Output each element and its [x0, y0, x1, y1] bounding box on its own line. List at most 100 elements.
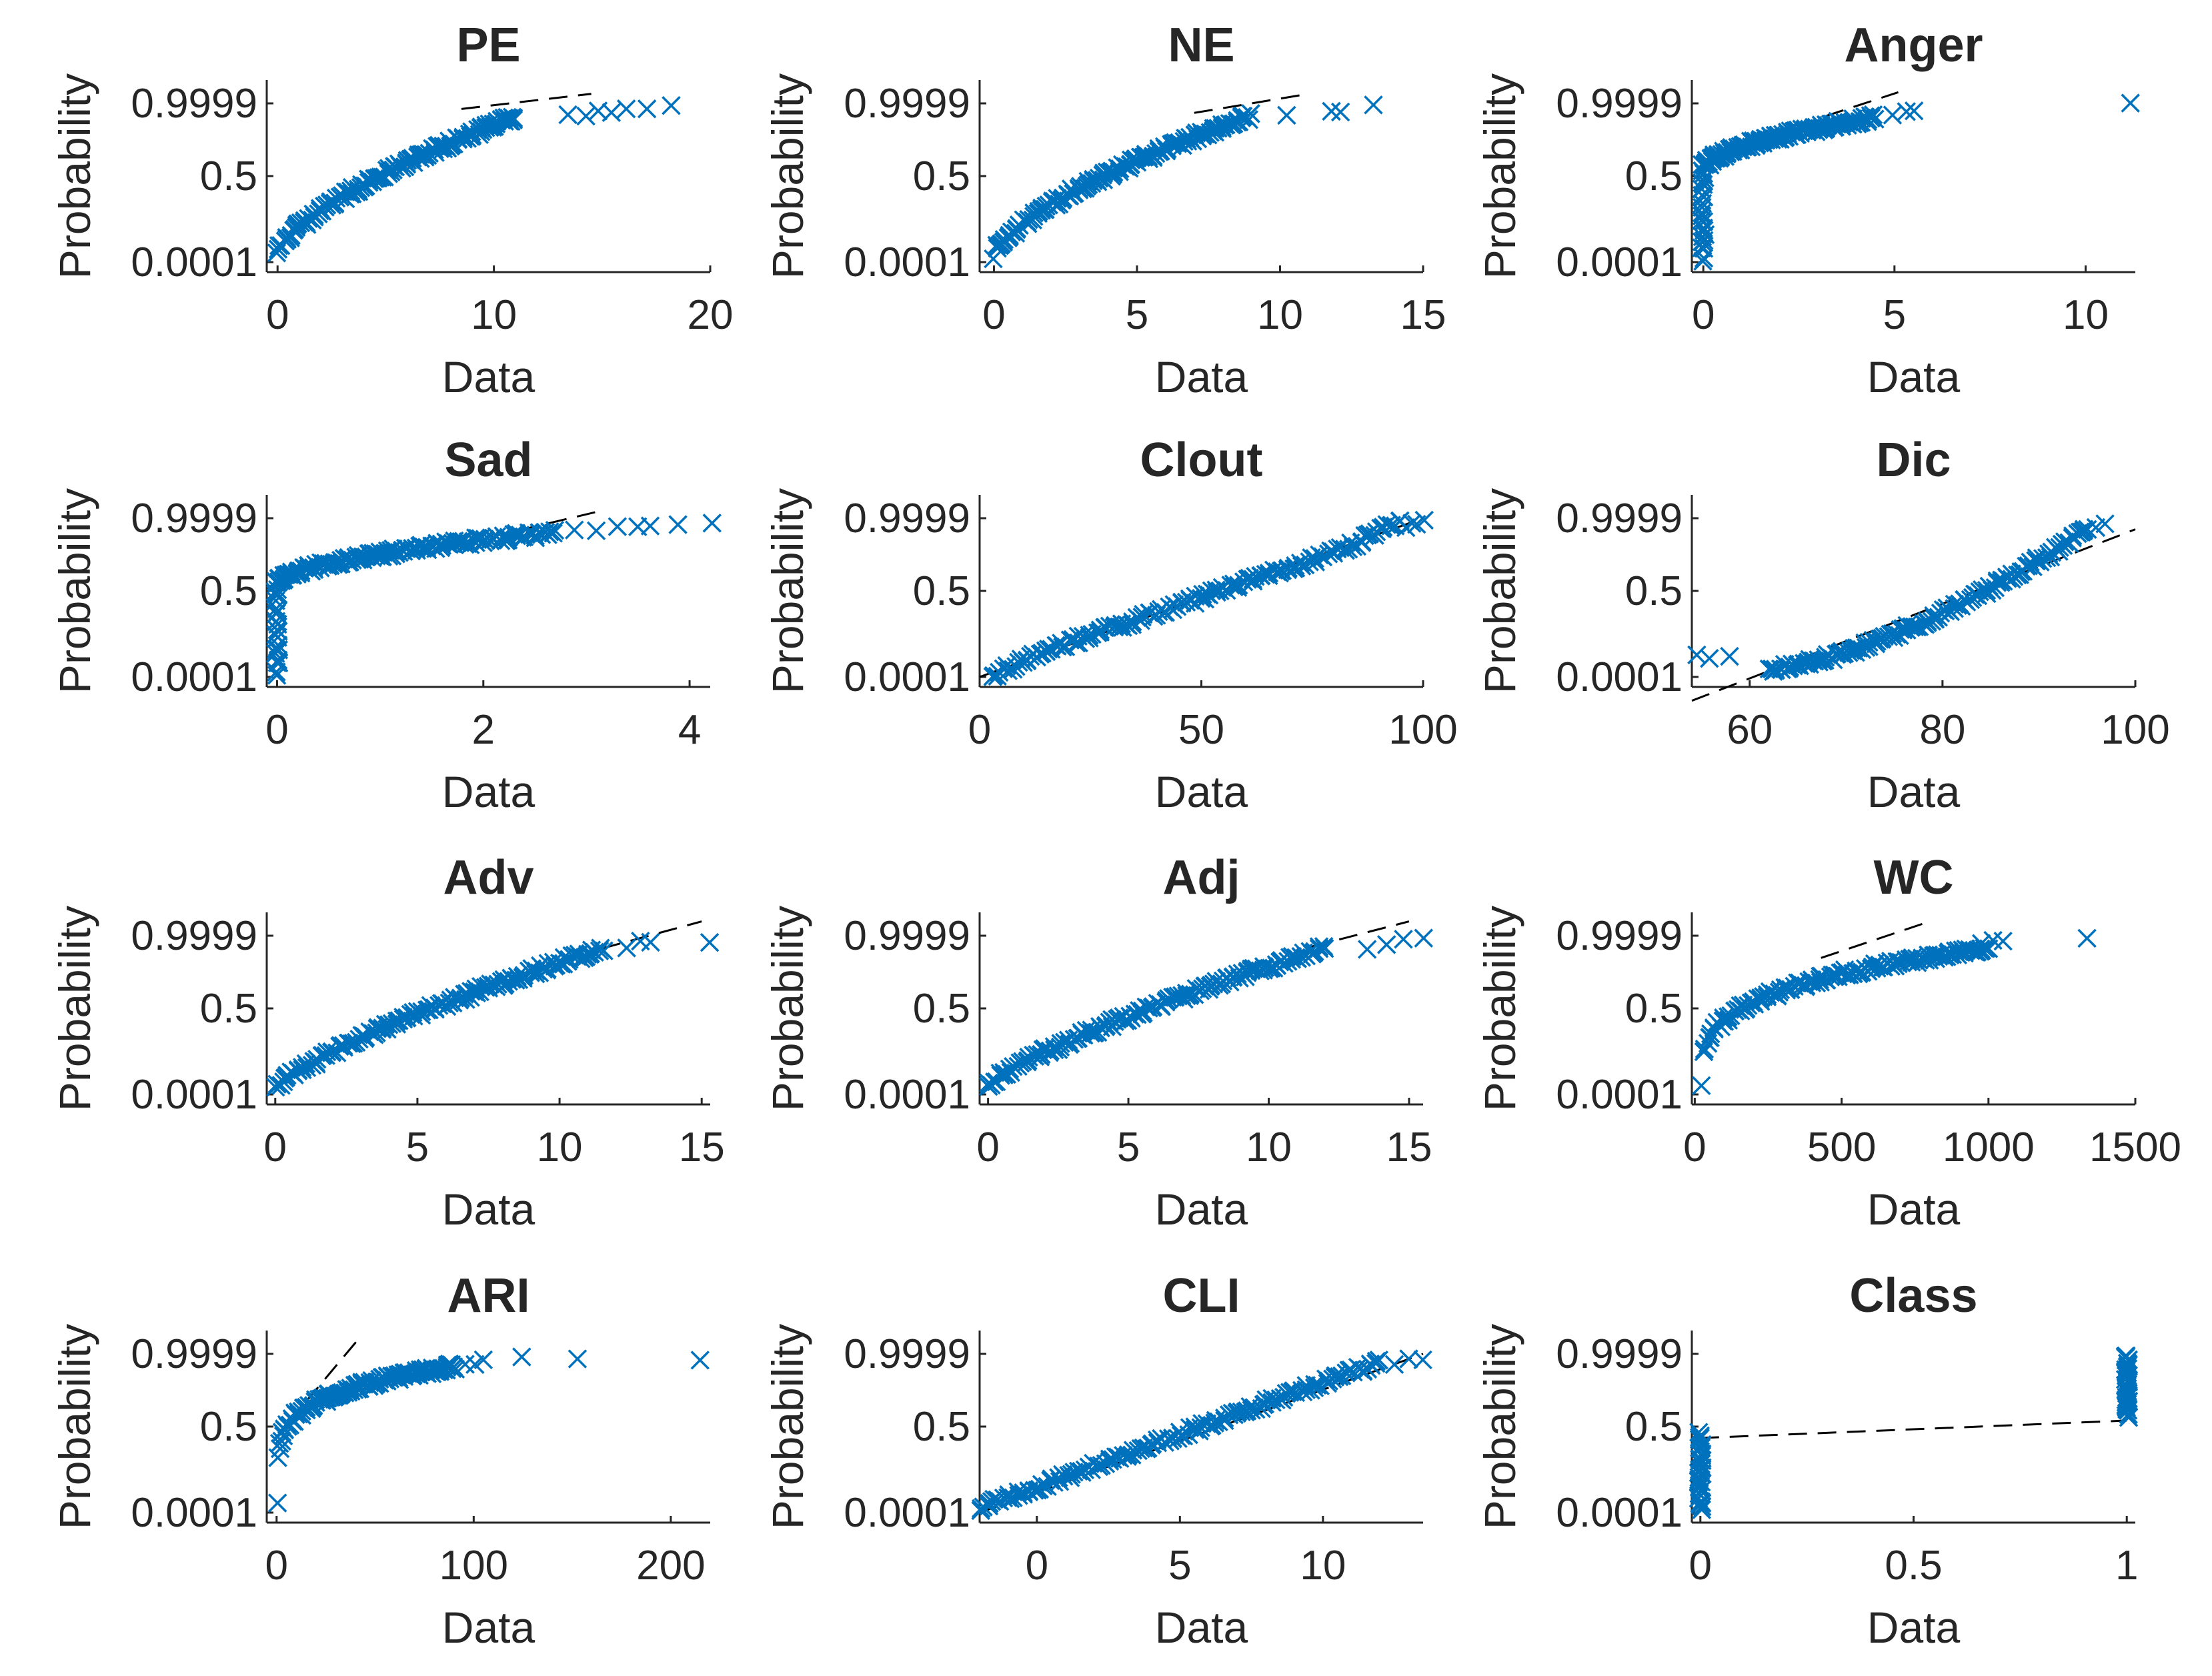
data-point-marker: [1357, 940, 1377, 959]
y-tick-label: 0.9999: [844, 81, 970, 127]
data-point-marker: [1414, 928, 1434, 948]
chart-anger: Probability 0 5 10: [1475, 73, 2140, 338]
x-tick-label: 80: [1919, 707, 1965, 753]
y-tick-label: 0.0001: [844, 1072, 970, 1118]
data-point-marker: [473, 1350, 493, 1370]
y-axis-label: Probability: [763, 73, 812, 279]
y-tick-label: 0.9999: [131, 913, 257, 959]
x-tick-label: 1500: [2089, 1124, 2181, 1170]
data-point-marker: [1865, 109, 1885, 129]
data-point-marker: [419, 1000, 439, 1020]
y-tick-label: 0.9999: [131, 81, 257, 127]
x-axis-label: Data: [442, 1603, 535, 1652]
data-point-marker: [2027, 551, 2046, 571]
y-tick-label: 0.9999: [844, 1331, 970, 1377]
y-tick-label: 0.0001: [844, 239, 970, 285]
x-tick-label: 4: [678, 707, 701, 753]
data-point-marker: [576, 106, 596, 126]
x-tick-label: 15: [1386, 1124, 1432, 1170]
data-point-marker: [602, 103, 622, 122]
reference-line: [1691, 528, 2136, 702]
chart-title: Adv: [443, 851, 533, 904]
y-axis-label: Probability: [763, 488, 812, 694]
y-tick-label: 0.9999: [131, 496, 257, 542]
data-point-marker: [1229, 576, 1248, 595]
data-point-marker: [503, 110, 523, 130]
x-axis-label: Data: [1155, 1184, 1248, 1234]
data-point-marker: [702, 514, 722, 533]
y-tick-label: 0.5: [913, 986, 970, 1032]
x-axis-label: Data: [1867, 767, 1961, 816]
y-axis-label: Probability: [50, 73, 99, 279]
data-point-marker: [476, 531, 495, 550]
reference-line: [462, 511, 598, 545]
data-point-marker: [1314, 936, 1334, 956]
data-point-marker: [2115, 1347, 2135, 1366]
data-point-marker: [285, 1403, 305, 1423]
data-point-marker: [1009, 1486, 1028, 1505]
x-tick-label: 200: [636, 1543, 705, 1589]
data-point-marker: [1815, 650, 1835, 670]
data-point-marker: [1376, 935, 1396, 954]
x-tick-label: 500: [1807, 1124, 1876, 1170]
data-point-marker: [568, 1349, 588, 1369]
data-point-marker: [2121, 93, 2140, 113]
chart-cli: Probability 0 5 10: [763, 1324, 1432, 1589]
y-tick-label: 0.5: [1625, 1404, 1683, 1450]
y-axis-label: Probability: [50, 906, 99, 1111]
chart-title: WC: [1874, 851, 1954, 904]
data-point-marker: [1322, 101, 1341, 121]
data-point-marker: [1300, 552, 1319, 572]
data-point-marker: [1369, 1350, 1389, 1370]
data-point-marker: [1377, 515, 1396, 534]
data-point-marker: [1177, 986, 1196, 1006]
data-point-marker: [512, 1347, 531, 1367]
data-point-marker: [445, 1359, 465, 1379]
x-tick-label: 15: [679, 1124, 725, 1170]
data-point-marker: [1024, 1045, 1043, 1065]
y-tick-label: 0.5: [913, 568, 970, 614]
data-point-marker: [1330, 102, 1350, 122]
data-point-marker: [1904, 101, 1924, 121]
x-tick-label: 0: [976, 1124, 999, 1170]
data-point-marker: [1081, 1023, 1100, 1043]
data-point-marker: [1309, 939, 1329, 958]
x-tick-label: 1: [2115, 1543, 2138, 1589]
chart-title: Sad: [444, 434, 532, 487]
data-point-marker: [1691, 1426, 1711, 1446]
data-point-marker: [1286, 1383, 1306, 1403]
y-axis-label: Probability: [50, 488, 99, 694]
data-point-marker: [267, 1493, 287, 1513]
x-axis-label: Data: [1867, 352, 1961, 401]
x-tick-label: 0: [982, 292, 1005, 338]
y-tick-label: 0.9999: [1556, 81, 1683, 127]
x-tick-label: 0.5: [1885, 1543, 1942, 1589]
data-point-marker: [436, 136, 456, 156]
y-tick-label: 0.9999: [1556, 1331, 1683, 1377]
y-axis-label: Probability: [50, 1324, 99, 1529]
y-axis-label: Probability: [763, 1324, 812, 1529]
data-point-marker: [608, 517, 628, 536]
reference-line: [602, 920, 702, 950]
data-point-marker: [1241, 104, 1260, 123]
x-tick-label: 1000: [1943, 1124, 2035, 1170]
reference-line: [1700, 1419, 2127, 1439]
chart-adj: Probability 0 5 10 15: [763, 906, 1434, 1170]
data-point-marker: [1114, 1446, 1133, 1465]
y-tick-label: 0.5: [1625, 568, 1683, 614]
data-point-marker: [640, 516, 660, 536]
data-point-marker: [1384, 1355, 1404, 1375]
data-point-marker: [1863, 105, 1883, 125]
data-point-marker: [668, 515, 688, 534]
y-tick-label: 0.0001: [131, 1072, 257, 1118]
data-point-marker: [2117, 1353, 2137, 1373]
y-tick-label: 0.5: [200, 153, 257, 199]
data-point-marker: [565, 520, 584, 540]
data-point-marker: [1364, 95, 1383, 115]
x-axis-label: Data: [442, 352, 535, 401]
data-point-marker: [1309, 937, 1329, 956]
data-point-marker: [617, 938, 636, 958]
data-point-marker: [1993, 931, 2013, 951]
y-tick-label: 0.0001: [1556, 1072, 1683, 1118]
data-point-marker: [1720, 646, 1739, 666]
